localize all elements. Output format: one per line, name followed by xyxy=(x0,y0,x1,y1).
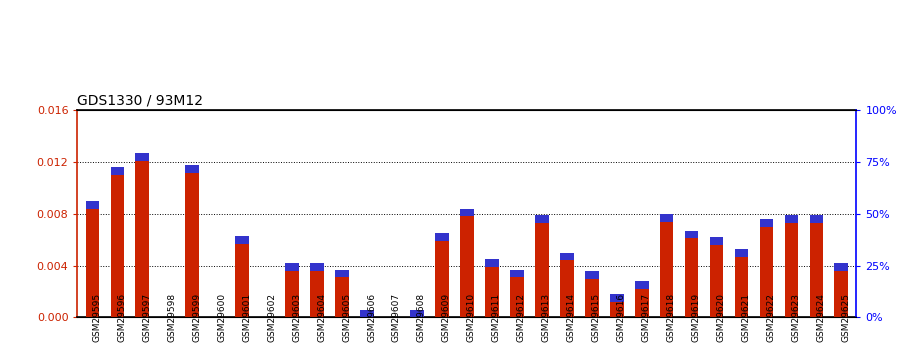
Bar xyxy=(734,249,748,317)
Text: GSM29597: GSM29597 xyxy=(142,293,151,342)
Bar xyxy=(685,231,699,317)
Bar xyxy=(760,219,773,227)
Bar xyxy=(535,215,548,317)
Bar xyxy=(710,237,723,245)
Bar xyxy=(86,201,99,317)
Text: GSM29602: GSM29602 xyxy=(267,293,276,342)
Text: GSM29614: GSM29614 xyxy=(567,293,576,342)
Bar xyxy=(560,253,574,260)
Bar xyxy=(136,153,149,317)
Bar xyxy=(734,249,748,257)
Bar xyxy=(485,259,498,317)
Text: GSM29605: GSM29605 xyxy=(342,293,351,342)
Bar xyxy=(186,165,200,317)
Text: GSM29603: GSM29603 xyxy=(292,293,302,342)
Bar xyxy=(410,310,424,317)
Text: GSM29623: GSM29623 xyxy=(792,293,801,342)
Text: GSM29600: GSM29600 xyxy=(217,293,226,342)
Bar xyxy=(585,271,599,279)
Bar xyxy=(635,281,649,317)
Text: GSM29606: GSM29606 xyxy=(367,293,376,342)
Text: GSM29616: GSM29616 xyxy=(617,293,626,342)
Text: GSM29595: GSM29595 xyxy=(92,293,101,342)
Text: GSM29613: GSM29613 xyxy=(542,293,551,342)
Bar xyxy=(834,263,848,271)
Bar xyxy=(360,310,374,317)
Text: GSM29618: GSM29618 xyxy=(667,293,676,342)
Text: GSM29612: GSM29612 xyxy=(517,293,526,342)
Text: GSM29607: GSM29607 xyxy=(392,293,401,342)
Bar xyxy=(485,259,498,267)
Bar xyxy=(311,263,324,271)
Bar xyxy=(285,263,299,271)
Text: GSM29621: GSM29621 xyxy=(742,293,751,342)
Bar xyxy=(86,201,99,209)
Bar xyxy=(186,165,200,172)
Bar xyxy=(609,294,623,302)
Bar xyxy=(660,214,673,221)
Text: GSM29599: GSM29599 xyxy=(192,293,201,342)
Bar xyxy=(360,316,374,317)
Bar xyxy=(460,209,474,317)
Bar xyxy=(335,269,349,277)
Text: GSM29624: GSM29624 xyxy=(816,293,825,342)
Bar xyxy=(235,236,249,317)
Bar xyxy=(110,167,124,175)
Text: GSM29611: GSM29611 xyxy=(492,293,501,342)
Bar xyxy=(760,219,773,317)
Bar xyxy=(435,233,449,317)
Text: GSM29615: GSM29615 xyxy=(592,293,600,342)
Bar xyxy=(535,215,548,223)
Text: GSM29598: GSM29598 xyxy=(168,293,177,342)
Text: GSM29596: GSM29596 xyxy=(118,293,127,342)
Text: GDS1330 / 93M12: GDS1330 / 93M12 xyxy=(77,94,203,108)
Bar xyxy=(335,269,349,317)
Bar xyxy=(834,263,848,317)
Text: GSM29622: GSM29622 xyxy=(766,293,775,342)
Text: GSM29620: GSM29620 xyxy=(717,293,725,342)
Bar xyxy=(435,233,449,241)
Bar xyxy=(685,231,699,238)
Bar xyxy=(585,271,599,317)
Bar xyxy=(235,236,249,244)
Bar xyxy=(784,215,798,223)
Text: GSM29610: GSM29610 xyxy=(466,293,476,342)
Bar xyxy=(609,294,623,317)
Bar xyxy=(410,310,424,317)
Bar xyxy=(810,215,824,223)
Bar xyxy=(510,269,524,277)
Bar xyxy=(660,214,673,317)
Bar xyxy=(560,253,574,317)
Bar xyxy=(136,153,149,161)
Text: GSM29619: GSM29619 xyxy=(691,293,701,342)
Bar xyxy=(510,269,524,317)
Text: GSM29609: GSM29609 xyxy=(442,293,451,342)
Bar xyxy=(460,209,474,217)
Text: GSM29617: GSM29617 xyxy=(641,293,650,342)
Bar xyxy=(311,263,324,317)
Bar xyxy=(784,215,798,317)
Text: GSM29601: GSM29601 xyxy=(242,293,251,342)
Bar xyxy=(110,167,124,317)
Text: GSM29608: GSM29608 xyxy=(417,293,426,342)
Text: GSM29625: GSM29625 xyxy=(842,293,850,342)
Bar xyxy=(710,237,723,317)
Text: GSM29604: GSM29604 xyxy=(317,293,326,342)
Bar xyxy=(285,263,299,317)
Bar xyxy=(635,281,649,289)
Bar xyxy=(810,215,824,317)
